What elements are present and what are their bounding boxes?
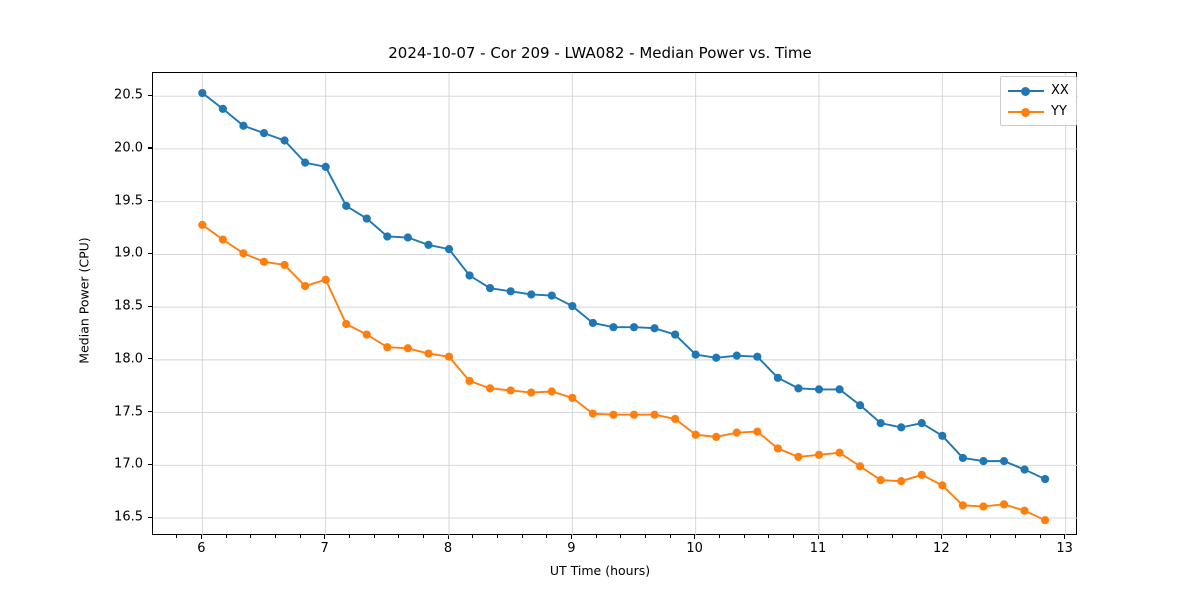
- legend-label-xx: XX: [1051, 83, 1069, 98]
- x-minor-tick-mark: [669, 535, 671, 538]
- x-minor-tick-mark: [620, 535, 622, 538]
- x-minor-tick-mark: [718, 535, 720, 538]
- x-tick-label: 7: [320, 541, 329, 556]
- x-minor-tick-mark: [422, 535, 424, 538]
- x-minor-tick-mark: [521, 535, 523, 538]
- x-minor-tick-mark: [496, 535, 498, 538]
- x-minor-tick-mark: [1014, 535, 1016, 538]
- x-tick-label: 6: [197, 541, 206, 556]
- x-tick-label: 8: [443, 541, 453, 556]
- chart-title: 2024-10-07 - Cor 209 - LWA082 - Median P…: [388, 44, 812, 62]
- x-tick-mark: [570, 535, 572, 539]
- x-minor-tick-mark: [743, 535, 745, 538]
- x-tick-label: 10: [686, 541, 703, 556]
- legend-marker-yy-icon: [1008, 106, 1044, 118]
- x-tick-mark: [694, 535, 696, 539]
- x-minor-tick-mark: [644, 535, 646, 538]
- x-tick-mark: [1064, 535, 1066, 539]
- x-minor-tick-mark: [1039, 535, 1041, 538]
- x-minor-tick-mark: [546, 535, 548, 538]
- legend-marker-xx-icon: [1008, 85, 1044, 97]
- x-tick-mark: [447, 535, 449, 539]
- legend-label-yy: YY: [1051, 104, 1067, 119]
- y-axis-label-text: Median Power (CPU): [76, 236, 92, 364]
- x-minor-tick-mark: [398, 535, 400, 538]
- x-tick-label: 13: [1056, 541, 1073, 556]
- x-minor-tick-mark: [965, 535, 967, 538]
- x-minor-tick-mark: [299, 535, 301, 538]
- x-minor-tick-mark: [891, 535, 893, 538]
- plot-svg: [153, 73, 1078, 536]
- x-minor-tick-mark: [472, 535, 474, 538]
- x-minor-tick-mark: [176, 535, 178, 538]
- x-minor-tick-mark: [373, 535, 375, 538]
- x-axis-label: UT Time (hours): [549, 563, 651, 578]
- chart-legend[interactable]: XX YY: [1000, 76, 1077, 126]
- x-tick-label: 11: [809, 541, 827, 556]
- x-minor-tick-mark: [595, 535, 597, 538]
- x-minor-tick-mark: [274, 535, 276, 538]
- legend-entry-xx[interactable]: XX: [1008, 82, 1069, 99]
- x-tick-mark: [324, 535, 326, 539]
- x-minor-tick-mark: [768, 535, 770, 538]
- x-tick-mark: [817, 535, 819, 539]
- x-minor-tick-mark: [990, 535, 992, 538]
- x-tick-mark: [200, 535, 202, 539]
- plot-area: [152, 72, 1078, 536]
- x-minor-tick-mark: [225, 535, 227, 538]
- x-minor-tick-mark: [792, 535, 794, 538]
- legend-entry-yy[interactable]: YY: [1008, 103, 1069, 120]
- x-tick-mark: [940, 535, 942, 539]
- x-minor-tick-mark: [348, 535, 350, 538]
- x-minor-tick-mark: [250, 535, 252, 538]
- x-tick-label: 9: [567, 541, 576, 556]
- x-minor-tick-mark: [866, 535, 868, 538]
- x-tick-label: 12: [933, 541, 950, 556]
- x-minor-tick-mark: [916, 535, 918, 538]
- x-minor-tick-mark: [842, 535, 844, 538]
